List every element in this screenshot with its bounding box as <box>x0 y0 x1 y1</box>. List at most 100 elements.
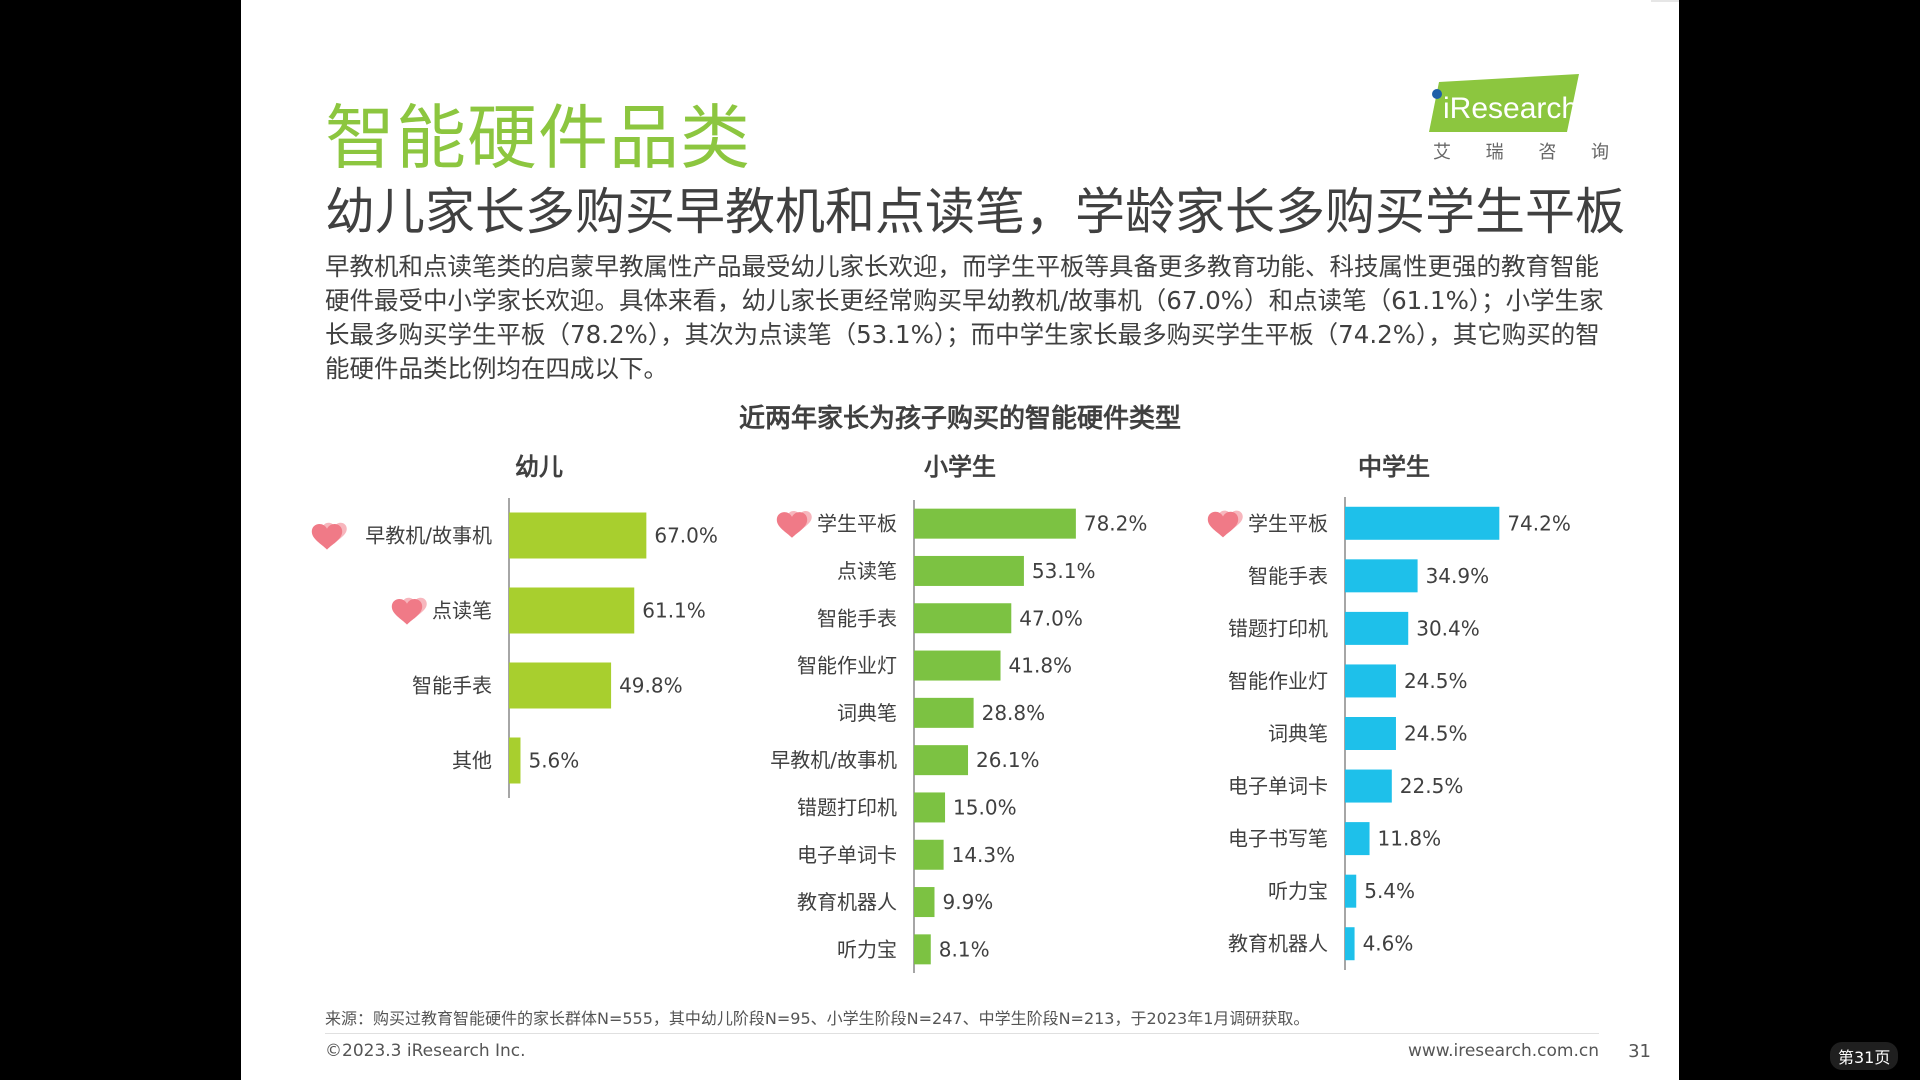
category-label: 词典笔 <box>1268 722 1328 746</box>
heart-shape <box>391 598 423 625</box>
data-label: 14.3% <box>952 843 1016 867</box>
data-label: 24.5% <box>1404 722 1468 746</box>
data-label: 22.5% <box>1400 774 1464 798</box>
page-number: 31 <box>1628 1041 1651 1062</box>
heart-icon <box>1207 510 1243 538</box>
category-label: 智能作业灯 <box>1228 669 1328 693</box>
category-label: 词典笔 <box>837 701 897 725</box>
bar <box>914 603 1012 634</box>
data-label: 78.2% <box>1084 512 1148 536</box>
iresearch-logo-mark: iResearch <box>1429 74 1579 132</box>
description: 早教机和点读笔类的启蒙早教属性产品最受幼儿家长欢迎，而学生平板等具备更多教育功能… <box>325 252 1604 383</box>
footer-divider <box>325 1033 1599 1034</box>
category-label: 错题打印机 <box>1228 616 1328 640</box>
category-label: 智能作业灯 <box>797 654 897 678</box>
data-label: 11.8% <box>1378 827 1442 851</box>
iresearch-logo: iResearch 艾 瑞 咨 询 <box>1429 74 1609 164</box>
category-label: 教育机器人 <box>1228 932 1328 956</box>
bar <box>914 697 974 728</box>
category-label: 听力宝 <box>837 937 897 961</box>
panel-header: 小学生 <box>924 453 996 481</box>
bar <box>509 587 635 634</box>
category-label: 电子单词卡 <box>1228 774 1328 798</box>
category-label: 学生平板 <box>1248 511 1328 535</box>
bar <box>914 839 944 870</box>
chart-title: 近两年家长为孩子购买的智能硬件类型 <box>738 404 1181 434</box>
category-label: 点读笔 <box>837 559 897 583</box>
data-label: 67.0% <box>654 524 718 548</box>
bar <box>1345 769 1392 803</box>
data-label: 9.9% <box>942 890 993 914</box>
page-title: 智能硬件品类 <box>325 97 751 179</box>
bar <box>1345 559 1418 593</box>
logo-char: 瑞 <box>1485 142 1504 163</box>
category-label: 早教机/故事机 <box>770 748 897 772</box>
category-label: 智能手表 <box>412 674 492 698</box>
bar <box>1345 717 1396 750</box>
data-label: 8.1% <box>939 937 990 961</box>
logo-char: 艾 <box>1433 142 1451 163</box>
bar <box>914 650 1001 681</box>
heart-icon <box>391 597 427 625</box>
data-label: 15.0% <box>953 795 1017 819</box>
bar <box>1345 874 1357 908</box>
copyright: ©2023.3 iResearch Inc. <box>325 1041 526 1061</box>
heart-shape <box>776 512 808 538</box>
category-label: 其他 <box>452 749 492 773</box>
bar <box>1345 822 1370 856</box>
data-label: 49.8% <box>619 674 683 698</box>
bar <box>1345 927 1355 961</box>
bar-chart: 幼儿 67.0% 早教机/故事机 61.1% 点读笔 49.8% 智能手表 5.6% 其他 小学生… <box>311 453 1571 973</box>
viewer-page-indicator[interactable]: 第31页 <box>1830 1042 1899 1070</box>
logo-char: 咨 <box>1538 142 1557 163</box>
category-label: 电子书写笔 <box>1228 827 1328 851</box>
category-label: 点读笔 <box>432 599 492 623</box>
category-label: 错题打印机 <box>797 795 897 819</box>
heart-shape <box>1207 511 1239 538</box>
bar <box>509 512 647 559</box>
data-label: 53.1% <box>1032 559 1096 583</box>
slide: 智能硬件品类 幼儿家长多购买早教机和点读笔，学龄家长多购买学生平板 早教机和点读… <box>241 0 1679 1080</box>
bar <box>1345 506 1500 540</box>
bar <box>914 508 1076 539</box>
category-label: 智能手表 <box>817 606 897 630</box>
source-note: 来源：购买过教育智能硬件的家长群体N=555，其中幼儿阶段N=95、小学生阶段N… <box>325 1009 1310 1028</box>
data-label: 28.8% <box>982 701 1046 725</box>
logo-char: 询 <box>1590 142 1609 163</box>
bar <box>914 792 946 823</box>
page-subtitle: 幼儿家长多购买早教机和点读笔，学龄家长多购买学生平板 <box>325 183 1625 241</box>
data-label: 26.1% <box>976 748 1040 772</box>
data-label: 34.9% <box>1426 564 1490 588</box>
bar <box>914 745 969 776</box>
logo-text: iResearch <box>1443 92 1578 125</box>
bar <box>1345 664 1396 698</box>
logo-chinese: 艾 瑞 咨 询 <box>1433 138 1609 164</box>
category-label: 学生平板 <box>817 512 897 536</box>
website-url: www.iresearch.com.cn <box>1407 1041 1599 1061</box>
heart-icon <box>311 522 347 550</box>
bar <box>1345 611 1409 645</box>
data-label: 47.0% <box>1019 606 1083 630</box>
bar <box>914 887 935 918</box>
bar <box>509 737 521 784</box>
data-label: 74.2% <box>1507 511 1571 535</box>
panel-header: 幼儿 <box>515 453 563 481</box>
top-divider <box>1651 0 1679 2</box>
data-label: 24.5% <box>1404 669 1468 693</box>
data-label: 30.4% <box>1416 616 1480 640</box>
data-label: 4.6% <box>1363 932 1414 956</box>
bar <box>509 662 612 709</box>
heart-shape <box>311 523 343 550</box>
data-label: 5.4% <box>1364 879 1415 903</box>
category-label: 早教机/故事机 <box>365 524 492 548</box>
data-label: 61.1% <box>642 599 706 623</box>
category-label: 教育机器人 <box>797 890 897 914</box>
category-label: 听力宝 <box>1268 879 1328 903</box>
data-label: 41.8% <box>1009 654 1073 678</box>
heart-icon <box>776 510 812 538</box>
bar <box>914 934 931 965</box>
data-label: 5.6% <box>528 749 579 773</box>
panel-header: 中学生 <box>1358 453 1430 481</box>
category-label: 智能手表 <box>1248 564 1328 588</box>
category-label: 电子单词卡 <box>797 843 897 867</box>
